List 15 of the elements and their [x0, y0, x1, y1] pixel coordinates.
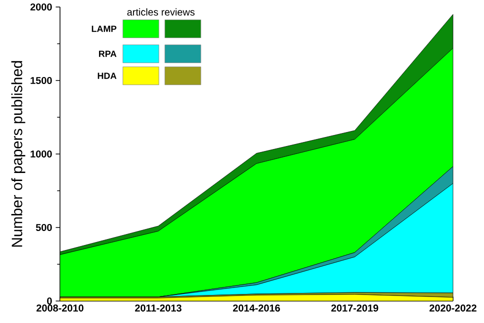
x-tick-label: 2017-2019	[331, 304, 378, 312]
y-tick-label: 2000	[30, 3, 52, 11]
x-tick-label: 2014-2016	[233, 304, 280, 312]
x-tick-label: 2020-2022	[430, 304, 476, 312]
y-tick-label: 1000	[30, 150, 52, 158]
y-axis-title: Number of papers published	[11, 61, 26, 247]
legend-label: LAMP	[92, 26, 116, 32]
x-tick-label: 2008-2010	[36, 304, 84, 312]
y-tick-label: 1500	[30, 76, 52, 84]
y-tick-label: 500	[36, 224, 52, 232]
legend-label: HDA	[98, 72, 116, 79]
legend-title: articles reviews	[127, 8, 195, 16]
y-tick-label: 0	[47, 297, 52, 305]
x-tick-label: 2011-2013	[135, 304, 182, 312]
legend-label: RPA	[99, 50, 116, 57]
